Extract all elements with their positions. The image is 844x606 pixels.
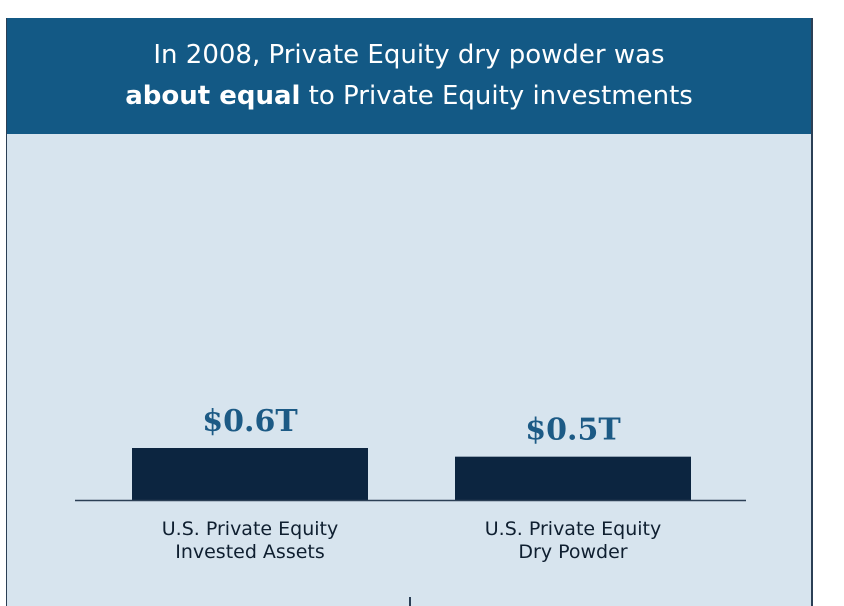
title-banner: In 2008, Private Equity dry powder was a… [7,18,811,134]
title-line-1: In 2008, Private Equity dry powder was [153,40,665,70]
bar-value-label-2: $0.5T [525,413,621,448]
title-emphasis: about equal [125,81,301,111]
category-label-1-line-2: Invested Assets [175,541,325,563]
category-label-2-line-2: Dry Powder [518,541,627,563]
title-line-2-rest: to Private Equity investments [300,81,693,111]
bottom-tick-mark [409,597,411,606]
bar-value-label-1: $0.6T [202,404,298,439]
bar-1 [132,448,368,500]
bar-2 [455,456,691,500]
category-label-1-line-1: U.S. Private Equity [162,518,338,540]
chart-card: In 2008, Private Equity dry powder was a… [6,18,813,606]
title-line-2: about equal to Private Equity investment… [7,76,811,117]
category-label-2-line-1: U.S. Private Equity [485,518,661,540]
